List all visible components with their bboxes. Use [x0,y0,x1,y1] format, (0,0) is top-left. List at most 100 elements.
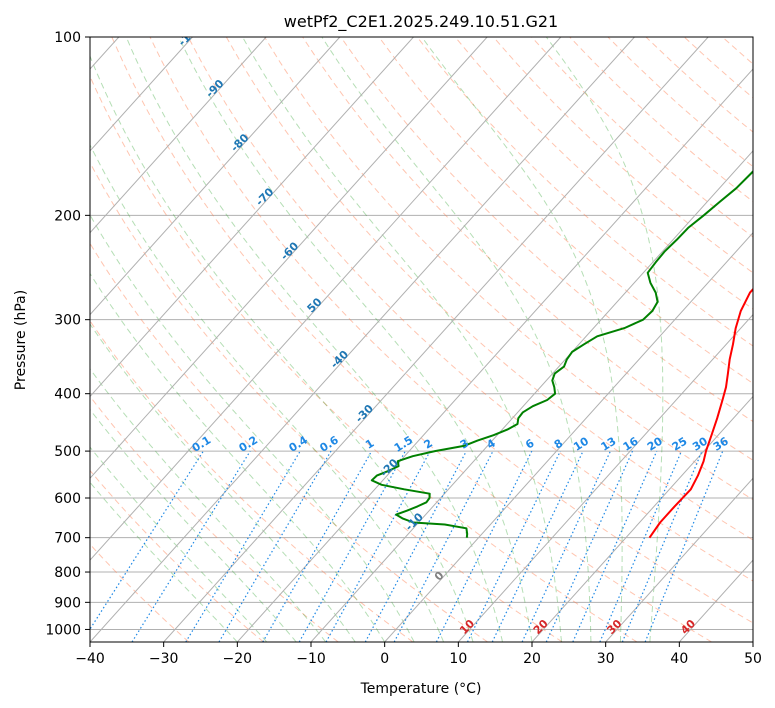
moist-adiabats [90,37,664,642]
x-tick-label: −20 [223,651,253,667]
x-tick-label: −30 [149,651,179,667]
dry-adiabats [90,37,753,642]
dry-adiabat [607,37,753,168]
mixing-ratio-line [599,450,682,642]
isotherm-line [310,150,753,642]
y-tick-label: 500 [54,444,81,460]
mixing-ratio-line [185,450,301,642]
dry-adiabat [90,543,190,642]
y-tick-label: 900 [54,595,81,611]
isotherm-line [605,477,753,642]
y-tick-label: 400 [54,387,81,403]
temperature-profile [648,287,753,539]
y-tick-label: 300 [54,313,81,329]
y-tick-label: 600 [54,491,81,507]
mixing-ratio-line [545,450,634,642]
isotherm-label: -60 [278,239,301,262]
moist-adiabat [178,37,533,642]
mixing-ratio-label: 4 [484,436,498,451]
x-tick-label: 30 [597,651,615,667]
y-tick-label: 100 [54,30,81,46]
mixing-ratio-line [521,450,611,642]
isotherm-label: 40 [678,617,698,637]
isotherm-line [90,37,562,561]
mixing-ratio-line [90,450,204,631]
mixing-ratio-line [466,450,561,642]
y-tick-label: 800 [54,565,81,581]
isotherm-label: 10 [457,617,477,637]
mixing-ratio-line [621,450,703,642]
isotherm-lines [90,37,753,642]
dry-adiabat [90,395,339,642]
dry-adiabat [264,37,753,501]
isotherm-line [90,37,267,234]
mixing-ratio-label: 6 [523,436,537,451]
y-tick-label: 700 [54,531,81,547]
isotherm-line [678,559,753,642]
isotherm-label: -90 [203,77,226,100]
dry-adiabat [531,37,753,238]
moist-adiabat [90,368,327,642]
isotherm-label: 20 [531,617,551,637]
isotherm-label: -80 [228,131,251,154]
y-tick-label: 1000 [45,622,81,638]
moist-adiabat [90,143,445,642]
moist-adiabat [90,408,297,642]
moist-adiabat [90,272,386,642]
dry-adiabat [90,161,563,642]
x-tick-label: 10 [449,651,467,667]
mixing-ratio-label: 1.5 [392,433,415,454]
isotherm-line [90,37,414,398]
dry-adiabat [454,37,753,310]
chart-title: wetPf2_C2E1.2025.249.10.51.G21 [284,12,558,32]
mixing-ratio-line [491,450,584,642]
isotherm-line [752,641,753,642]
isotherm-line [90,37,635,642]
isotherm-label: -70 [253,185,276,208]
x-axis-ticks: −40 −30 −20 −10 0 10 20 30 40 50 [75,642,762,667]
isotherm-line [90,37,193,152]
isotherm-line [163,37,709,642]
moist-adiabat [421,37,623,642]
isotherm-label: -30 [353,402,376,425]
dewpoint-profile [370,169,753,538]
dry-adiabat [90,242,488,642]
mixing-ratio-line [218,450,332,642]
mixing-ratio-line [572,450,658,642]
mixing-ratio-lines [90,450,724,642]
mixing-ratio-label: 0.2 [237,433,260,454]
isotherm-line [457,313,753,642]
moist-adiabat [90,481,238,642]
dry-adiabat [645,37,753,133]
x-tick-label: −40 [75,651,105,667]
x-tick-label: 0 [380,651,389,667]
mixing-ratio-label: 0.1 [190,433,213,454]
dry-adiabat [225,37,753,541]
plot-frame [89,36,754,643]
dry-adiabat [90,320,414,642]
dry-adiabat [683,37,753,99]
mixing-ratio-line [131,450,251,642]
mixing-ratio-label: 1 [363,437,376,452]
mixing-ratio-labels: 0.1 0.2 0.4 0.6 1 1.5 2 3 4 6 8 10 13 16 20 25 30 36 [190,433,731,455]
moist-adiabat [90,446,268,642]
isotherm-line [90,37,488,480]
moist-adiabat [321,37,592,642]
isotherm-label: -20 [378,456,401,479]
mixing-ratio-line [298,450,406,642]
moist-adiabat [90,213,415,642]
pressure-grid [90,37,753,630]
y-axis-ticks: 100 200 300 400 500 600 700 800 900 1000 [45,30,90,638]
mixing-ratio-line [325,450,431,642]
isotherm-label: -40 [328,348,351,371]
mixing-ratio-label: 2 [422,437,435,452]
x-tick-label: −10 [296,651,326,667]
y-tick-label: 200 [54,208,81,224]
moist-adiabat [545,37,664,642]
x-tick-label: 20 [523,651,541,667]
isotherm-label: 50 [305,295,325,315]
isotherm-line [236,68,753,642]
isotherm-line [90,37,341,316]
